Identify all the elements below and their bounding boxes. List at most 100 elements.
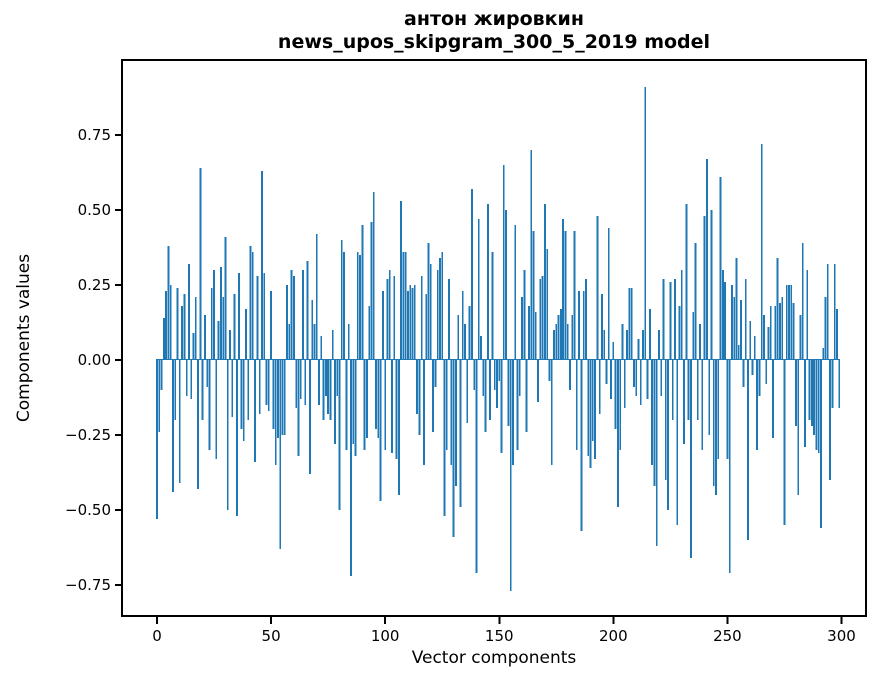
bar <box>407 291 409 360</box>
bar <box>756 360 758 450</box>
bar <box>678 306 681 360</box>
bar <box>719 177 722 360</box>
bar <box>354 360 357 456</box>
bar <box>188 264 190 360</box>
bar <box>270 291 272 360</box>
bar <box>324 360 327 396</box>
bar <box>178 360 181 483</box>
bar <box>263 273 266 360</box>
bar <box>555 324 558 360</box>
bar <box>391 360 393 453</box>
bar <box>703 216 706 360</box>
bar <box>612 342 615 360</box>
bar <box>646 360 649 399</box>
bar <box>765 360 768 384</box>
bar <box>381 291 384 360</box>
bar <box>393 276 396 360</box>
bar <box>655 360 658 546</box>
bar <box>591 360 594 441</box>
bar <box>293 276 295 360</box>
bar <box>425 294 428 360</box>
chart-title-line1: антон жировкин <box>404 8 584 30</box>
bar <box>603 330 606 360</box>
bar <box>664 360 667 480</box>
bar <box>758 360 761 396</box>
x-tick-label: 100 <box>370 627 400 645</box>
y-tick-label: −0.25 <box>65 426 111 444</box>
bar <box>402 252 405 360</box>
bar <box>473 360 476 390</box>
bar <box>687 360 690 420</box>
bar <box>345 360 348 450</box>
bar <box>343 252 345 360</box>
bar <box>420 276 423 360</box>
bar <box>626 330 628 360</box>
bar <box>158 360 161 432</box>
bar <box>272 360 275 429</box>
bar <box>810 360 813 426</box>
bar <box>199 168 202 360</box>
bar <box>368 306 371 360</box>
bar <box>418 360 421 435</box>
bar <box>692 312 695 360</box>
bar <box>256 276 259 360</box>
bar <box>662 279 665 360</box>
bar <box>744 279 747 360</box>
bar <box>715 360 717 495</box>
bar <box>717 360 720 459</box>
bar <box>537 360 539 402</box>
bar <box>350 360 352 576</box>
bar <box>249 246 252 360</box>
bar <box>623 360 626 408</box>
bar <box>674 279 676 360</box>
bar <box>507 360 510 426</box>
bar <box>699 324 701 360</box>
bar <box>409 285 412 360</box>
bar <box>747 360 749 540</box>
bar <box>632 360 635 387</box>
bar <box>617 360 619 507</box>
bar <box>411 288 414 360</box>
bar <box>785 285 788 360</box>
bar <box>201 360 204 420</box>
chart-title-line2: news_upos_skipgram_300_5_2019 model <box>277 31 711 53</box>
bar <box>204 315 206 360</box>
bar <box>386 279 389 360</box>
bar <box>190 360 193 399</box>
bar <box>247 360 250 420</box>
bar <box>279 360 282 549</box>
bar <box>313 324 316 360</box>
bar <box>338 360 341 510</box>
bar <box>331 330 334 360</box>
bar <box>564 231 567 360</box>
bar <box>489 360 492 420</box>
bar <box>457 315 460 360</box>
bar <box>642 330 644 360</box>
x-axis-label: Vector components <box>411 648 577 668</box>
bar <box>288 324 291 360</box>
x-tick-label: 200 <box>599 627 628 645</box>
bar <box>639 360 642 405</box>
bar <box>530 150 533 360</box>
bar <box>712 360 715 486</box>
bar <box>742 360 745 387</box>
bar <box>306 261 309 360</box>
bar <box>735 258 738 360</box>
bar <box>395 360 398 459</box>
bar <box>788 285 790 360</box>
bar <box>493 360 496 390</box>
bar <box>635 360 638 396</box>
bar <box>813 360 816 435</box>
bar <box>749 321 752 360</box>
bar <box>648 309 651 360</box>
bar <box>822 348 825 360</box>
bar <box>587 360 590 456</box>
bar <box>728 360 731 573</box>
bar <box>541 276 544 360</box>
bar <box>582 291 585 360</box>
x-tick-label: 0 <box>152 627 162 645</box>
bar <box>794 360 797 426</box>
bar <box>242 360 245 441</box>
bar <box>290 270 293 360</box>
